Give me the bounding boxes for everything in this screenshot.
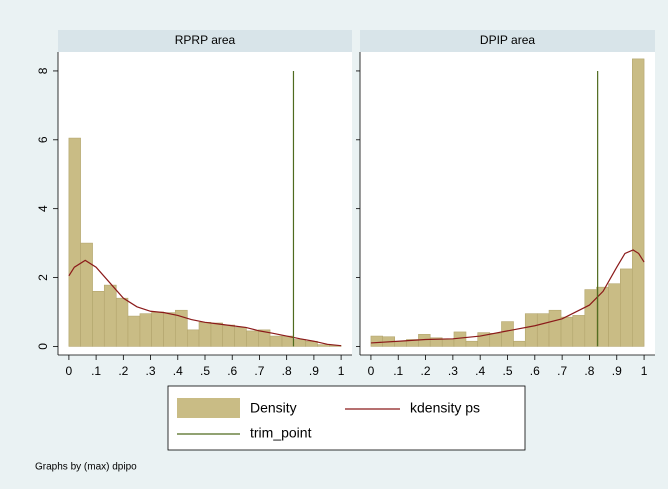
- x-tick-label: .4: [173, 364, 183, 378]
- bar: [234, 327, 247, 347]
- bar: [103, 284, 117, 347]
- x-tick-label: .4: [475, 364, 485, 378]
- bar: [453, 331, 467, 347]
- x-tick-label: 0: [66, 364, 73, 378]
- x-tick-label: .3: [448, 364, 458, 378]
- bar: [524, 313, 538, 347]
- bar: [370, 335, 383, 347]
- bar: [572, 315, 586, 347]
- legend-label: kdensity ps: [410, 400, 480, 416]
- x-tick-label: .6: [530, 364, 540, 378]
- bar: [269, 335, 283, 347]
- bar: [548, 309, 562, 347]
- panel-header: [360, 30, 655, 52]
- bar: [139, 313, 152, 347]
- bar: [560, 316, 574, 347]
- x-tick-label: .2: [118, 364, 128, 378]
- x-tick-label: .7: [557, 364, 567, 378]
- x-tick-label: .3: [146, 364, 156, 378]
- y-tick-label: 4: [36, 205, 50, 212]
- bar: [210, 322, 223, 347]
- bar: [222, 324, 235, 347]
- bar: [394, 340, 407, 347]
- x-tick-label: .6: [227, 364, 237, 378]
- bar: [536, 313, 550, 347]
- bar: [489, 333, 502, 347]
- x-tick-label: .8: [282, 364, 292, 378]
- panel-title: DPIP area: [480, 33, 535, 47]
- panel-title: RPRP area: [175, 33, 236, 47]
- x-tick-label: .9: [612, 364, 622, 378]
- bar: [198, 321, 212, 347]
- x-tick-label: .1: [91, 364, 101, 378]
- y-tick-label: 6: [36, 136, 50, 143]
- bar: [68, 137, 81, 347]
- x-tick-label: .5: [502, 364, 512, 378]
- x-tick-label: .7: [254, 364, 264, 378]
- x-tick-label: .5: [200, 364, 210, 378]
- bar: [608, 283, 621, 347]
- bar: [501, 321, 514, 347]
- bar: [584, 289, 597, 347]
- y-tick-label: 0: [36, 343, 50, 350]
- x-tick-label: .1: [393, 364, 403, 378]
- kdensity-line: [370, 249, 645, 344]
- bar: [620, 268, 633, 347]
- y-tick-label: 2: [36, 274, 50, 281]
- bar: [115, 297, 129, 347]
- legend-swatch: [177, 398, 240, 418]
- x-tick-label: 1: [338, 364, 345, 378]
- bar: [246, 330, 259, 347]
- bar: [465, 340, 479, 347]
- bar: [175, 309, 188, 347]
- bar: [127, 315, 141, 347]
- bar: [187, 329, 200, 347]
- x-tick-label: .8: [584, 364, 594, 378]
- bar: [632, 58, 645, 347]
- note: Graphs by (max) dpipo: [35, 462, 137, 473]
- x-tick-label: 1: [641, 364, 648, 378]
- x-tick-label: .2: [421, 364, 431, 378]
- legend-label: trim_point: [250, 425, 312, 441]
- panel-header: [58, 30, 352, 52]
- x-tick-label: .9: [309, 364, 319, 378]
- bar: [151, 311, 164, 347]
- bar: [513, 340, 526, 347]
- bar: [163, 312, 176, 347]
- y-tick-label: 8: [36, 67, 50, 74]
- bar: [293, 339, 307, 347]
- bar: [80, 242, 93, 347]
- bar: [92, 291, 105, 347]
- x-tick-label: 0: [368, 364, 375, 378]
- bar: [441, 338, 455, 347]
- legend-label: Density: [250, 400, 297, 416]
